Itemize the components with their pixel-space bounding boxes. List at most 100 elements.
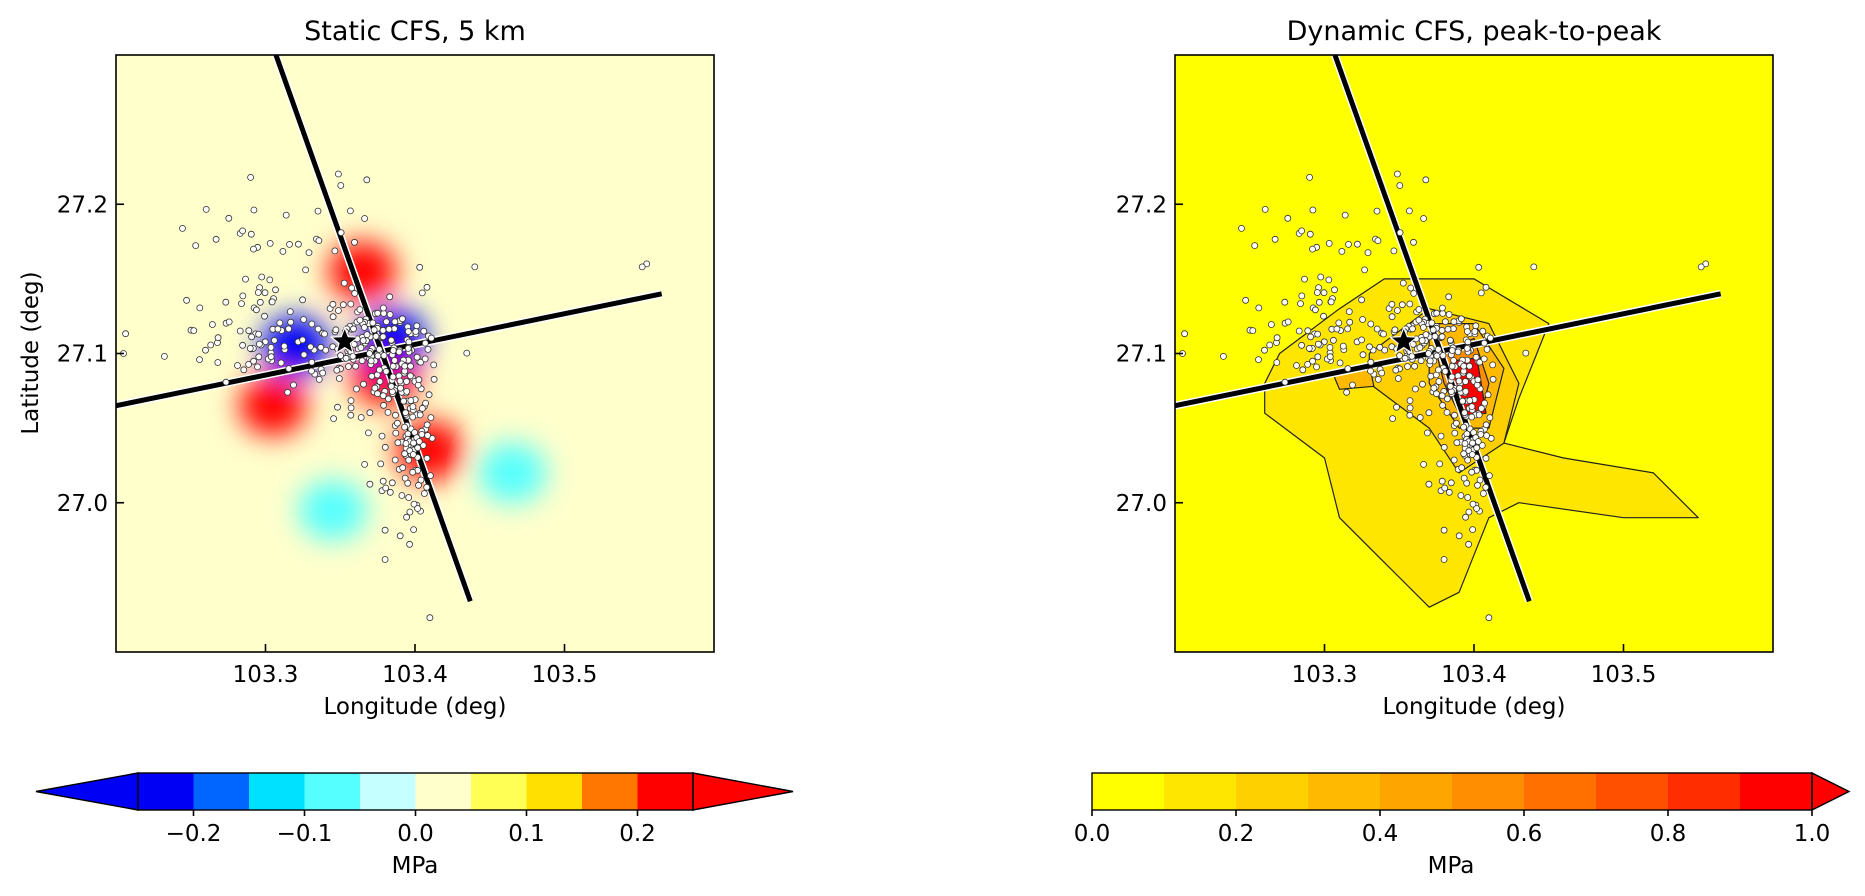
static-cfs-aftershock-point <box>315 375 323 383</box>
dynamic-cfs-aftershock-point <box>1367 367 1374 375</box>
static-cfs-aftershock-point <box>212 235 220 243</box>
dynamic-cfs-aftershock-point <box>1415 316 1423 324</box>
dynamic-cfs-aftershock-point <box>1480 490 1487 497</box>
dynamic-cfs-aftershock-point <box>1453 439 1461 447</box>
static-cfs-aftershock-point <box>471 263 479 271</box>
dynamic-cfs-aftershock-point <box>1309 206 1317 214</box>
static-cfs-aftershock-point <box>418 404 426 412</box>
static-cfs-aftershock-point <box>382 318 390 326</box>
static-cfs-aftershock-point <box>347 397 355 405</box>
dynamic-cfs-aftershock-point <box>1406 411 1414 419</box>
static-cfs-aftershock-point <box>347 404 355 412</box>
static-cfs-aftershock-point <box>183 296 191 304</box>
static-cfs-aftershock-point <box>314 325 322 333</box>
static-cfs-aftershock-point <box>347 300 355 308</box>
dynamic-cfs-colorbar-swatch <box>1308 773 1381 810</box>
static-cfs-aftershock-point <box>330 415 338 423</box>
dynamic-cfs-aftershock-point <box>1427 372 1435 380</box>
dynamic-cfs-aftershock-point <box>1406 397 1414 405</box>
static-cfs-aftershock-point <box>409 403 417 411</box>
static-cfs-aftershock-point <box>356 316 364 324</box>
dynamic-cfs-aftershock-point <box>1325 276 1333 284</box>
dynamic-cfs-aftershock-point <box>1338 247 1346 255</box>
dynamic-cfs-aftershock-point <box>1220 352 1227 360</box>
dynamic-cfs-aftershock-point <box>1320 289 1328 297</box>
dynamic-cfs-aftershock-point <box>1312 306 1319 314</box>
dynamic-cfs-aftershock-point <box>1374 375 1382 383</box>
dynamic-cfs-aftershock-point <box>1181 330 1188 338</box>
dynamic-cfs-aftershock-point <box>1445 293 1453 301</box>
dynamic-cfs-aftershock-point <box>1473 444 1481 452</box>
static-cfs-aftershock-point <box>379 304 387 312</box>
dynamic-cfs-aftershock-point <box>1392 366 1400 374</box>
static-cfs-aftershock-point <box>222 298 230 306</box>
static-cfs-stress-lobe <box>298 480 367 541</box>
static-cfs-y-tick-label: 27.1 <box>57 342 108 368</box>
dynamic-cfs-aftershock-point <box>1478 404 1485 412</box>
dynamic-cfs-aftershock-point <box>1468 451 1476 458</box>
static-cfs-aftershock-point <box>376 378 384 385</box>
static-cfs-aftershock-point <box>302 266 310 274</box>
dynamic-cfs-aftershock-point <box>1345 240 1352 248</box>
static-cfs-aftershock-point <box>255 340 263 348</box>
dynamic-cfs-aftershock-point <box>1305 344 1313 352</box>
static-cfs-aftershock-point <box>363 176 371 184</box>
dynamic-cfs-colorbar-swatch <box>1596 773 1669 810</box>
static-cfs-aftershock-point <box>364 429 372 437</box>
dynamic-cfs-aftershock-point <box>1407 284 1415 292</box>
dynamic-cfs-aftershock-point <box>1468 468 1476 476</box>
static-cfs-aftershock-point <box>416 411 424 419</box>
dynamic-cfs-aftershock-point <box>1394 375 1402 382</box>
dynamic-cfs-aftershock-point <box>1268 321 1275 328</box>
static-cfs-aftershock-point <box>254 289 262 296</box>
dynamic-cfs-aftershock-point <box>1313 289 1321 296</box>
dynamic-cfs-aftershock-point <box>1273 359 1281 366</box>
static-cfs-aftershock-point <box>413 322 421 330</box>
static-cfs-aftershock-point <box>638 263 646 271</box>
static-cfs-aftershock-point <box>380 352 388 359</box>
dynamic-cfs-aftershock-point <box>1336 359 1344 367</box>
static-cfs-aftershock-point <box>250 245 257 253</box>
dynamic-cfs-aftershock-point <box>1320 312 1327 320</box>
static-cfs-aftershock-point <box>414 444 422 452</box>
dynamic-cfs-aftershock-point <box>1443 408 1451 416</box>
dynamic-cfs-aftershock-point <box>1367 320 1375 328</box>
static-cfs-aftershock-point <box>267 343 275 351</box>
dynamic-cfs-aftershock-point <box>1486 414 1494 422</box>
static-cfs-aftershock-point <box>334 403 341 411</box>
dynamic-cfs-aftershock-point <box>1344 325 1351 333</box>
dynamic-cfs-aftershock-point <box>1474 481 1481 489</box>
dynamic-cfs-aftershock-point <box>1249 327 1257 335</box>
static-cfs-aftershock-point <box>308 320 316 328</box>
static-cfs-aftershock-point <box>369 319 377 327</box>
static-cfs-aftershock-point <box>379 477 387 485</box>
static-cfs-aftershock-point <box>319 369 327 377</box>
static-cfs-aftershock-point <box>334 170 342 178</box>
static-cfs-colorbar-swatch <box>415 773 472 810</box>
dynamic-cfs-aftershock-point <box>1439 304 1446 312</box>
dynamic-cfs-title: Dynamic CFS, peak-to-peak <box>1287 16 1662 47</box>
static-cfs-aftershock-point <box>286 308 294 316</box>
static-cfs-aftershock-point <box>277 359 285 367</box>
dynamic-cfs-x-axis: 103.3 103.4 103.5 <box>1292 644 1656 688</box>
static-cfs-aftershock-point <box>406 540 414 548</box>
static-cfs-aftershock-point <box>384 395 392 403</box>
dynamic-cfs-aftershock-point <box>1238 224 1245 232</box>
static-cfs-aftershock-point <box>420 490 428 497</box>
dynamic-cfs-aftershock-point <box>1462 513 1469 521</box>
static-cfs-aftershock-point <box>391 456 399 464</box>
dynamic-cfs-aftershock-point <box>1477 430 1485 438</box>
static-cfs-aftershock-point <box>424 345 432 353</box>
static-cfs-aftershock-point <box>192 242 200 250</box>
dynamic-cfs-aftershock-point <box>1390 247 1398 255</box>
static-cfs-aftershock-point <box>331 247 339 255</box>
static-cfs-aftershock-point <box>321 330 328 338</box>
static-cfs-aftershock-point <box>415 481 422 489</box>
static-cfs-aftershock-point <box>214 334 222 342</box>
dynamic-cfs-aftershock-point <box>1420 323 1427 331</box>
dynamic-cfs-aftershock-point <box>1394 307 1401 314</box>
dynamic-cfs-aftershock-point <box>1482 421 1490 429</box>
static-cfs-aftershock-point <box>400 397 408 405</box>
dynamic-cfs-aftershock-point <box>1358 336 1365 344</box>
static-cfs-aftershock-point <box>196 304 204 312</box>
